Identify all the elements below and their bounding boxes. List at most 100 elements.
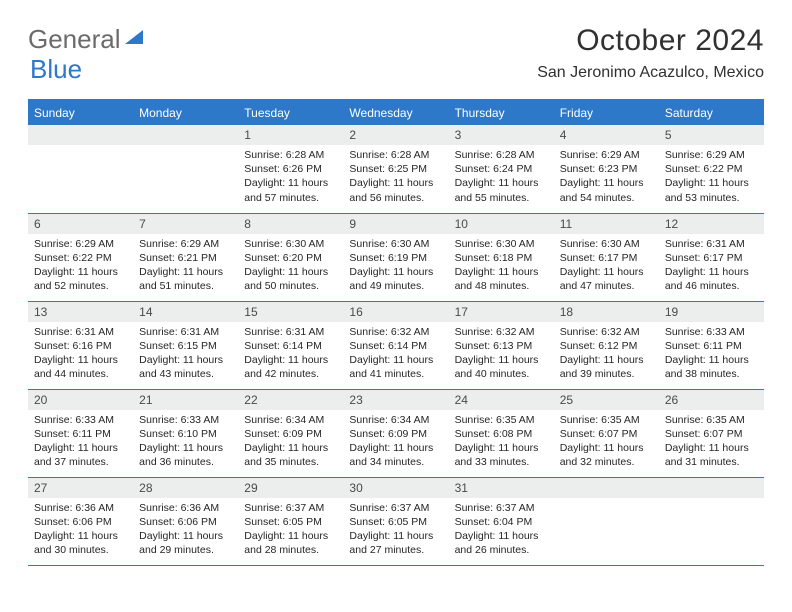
calendar-day-cell <box>554 477 659 565</box>
daylight-text: Daylight: 11 hours and 37 minutes. <box>34 441 127 469</box>
title-block: October 2024 San Jeronimo Acazulco, Mexi… <box>537 24 764 82</box>
day-number: 31 <box>449 478 554 498</box>
day-number: 9 <box>343 214 448 234</box>
sunset-text: Sunset: 6:16 PM <box>34 339 127 353</box>
sunset-text: Sunset: 6:11 PM <box>665 339 758 353</box>
sunset-text: Sunset: 6:22 PM <box>34 251 127 265</box>
sunrise-text: Sunrise: 6:31 AM <box>244 325 337 339</box>
daylight-text: Daylight: 11 hours and 53 minutes. <box>665 176 758 204</box>
calendar-day-cell: 15Sunrise: 6:31 AMSunset: 6:14 PMDayligh… <box>238 301 343 389</box>
sunrise-text: Sunrise: 6:37 AM <box>455 501 548 515</box>
day-number: 24 <box>449 390 554 410</box>
day-number: 2 <box>343 125 448 145</box>
calendar-week-row: 1Sunrise: 6:28 AMSunset: 6:26 PMDaylight… <box>28 125 764 213</box>
day-details: Sunrise: 6:29 AMSunset: 6:23 PMDaylight:… <box>554 145 659 211</box>
day-details: Sunrise: 6:28 AMSunset: 6:25 PMDaylight:… <box>343 145 448 211</box>
weekday-header: Wednesday <box>343 100 448 125</box>
calendar-day-cell <box>659 477 764 565</box>
sunset-text: Sunset: 6:25 PM <box>349 162 442 176</box>
day-number: 30 <box>343 478 448 498</box>
day-number: 26 <box>659 390 764 410</box>
day-details: Sunrise: 6:33 AMSunset: 6:11 PMDaylight:… <box>28 410 133 476</box>
sunrise-text: Sunrise: 6:30 AM <box>455 237 548 251</box>
day-details: Sunrise: 6:29 AMSunset: 6:21 PMDaylight:… <box>133 234 238 300</box>
day-details: Sunrise: 6:30 AMSunset: 6:19 PMDaylight:… <box>343 234 448 300</box>
sunrise-text: Sunrise: 6:35 AM <box>665 413 758 427</box>
sunrise-text: Sunrise: 6:29 AM <box>560 148 653 162</box>
day-number <box>659 478 764 498</box>
day-details: Sunrise: 6:31 AMSunset: 6:17 PMDaylight:… <box>659 234 764 300</box>
day-number: 8 <box>238 214 343 234</box>
daylight-text: Daylight: 11 hours and 50 minutes. <box>244 265 337 293</box>
sunset-text: Sunset: 6:09 PM <box>349 427 442 441</box>
daylight-text: Daylight: 11 hours and 43 minutes. <box>139 353 232 381</box>
day-details: Sunrise: 6:33 AMSunset: 6:11 PMDaylight:… <box>659 322 764 388</box>
daylight-text: Daylight: 11 hours and 49 minutes. <box>349 265 442 293</box>
sunrise-text: Sunrise: 6:30 AM <box>349 237 442 251</box>
calendar-week-row: 27Sunrise: 6:36 AMSunset: 6:06 PMDayligh… <box>28 477 764 565</box>
weekday-header: Tuesday <box>238 100 343 125</box>
daylight-text: Daylight: 11 hours and 30 minutes. <box>34 529 127 557</box>
sunrise-text: Sunrise: 6:35 AM <box>560 413 653 427</box>
calendar-day-cell: 4Sunrise: 6:29 AMSunset: 6:23 PMDaylight… <box>554 125 659 213</box>
sunset-text: Sunset: 6:20 PM <box>244 251 337 265</box>
daylight-text: Daylight: 11 hours and 38 minutes. <box>665 353 758 381</box>
day-details: Sunrise: 6:32 AMSunset: 6:12 PMDaylight:… <box>554 322 659 388</box>
calendar-day-cell: 27Sunrise: 6:36 AMSunset: 6:06 PMDayligh… <box>28 477 133 565</box>
daylight-text: Daylight: 11 hours and 29 minutes. <box>139 529 232 557</box>
daylight-text: Daylight: 11 hours and 31 minutes. <box>665 441 758 469</box>
weekday-header: Sunday <box>28 100 133 125</box>
logo-text-general: General <box>28 24 121 55</box>
day-number: 14 <box>133 302 238 322</box>
calendar-day-cell: 17Sunrise: 6:32 AMSunset: 6:13 PMDayligh… <box>449 301 554 389</box>
day-number: 28 <box>133 478 238 498</box>
day-details <box>133 145 238 154</box>
calendar-day-cell <box>28 125 133 213</box>
calendar-day-cell: 22Sunrise: 6:34 AMSunset: 6:09 PMDayligh… <box>238 389 343 477</box>
sunrise-text: Sunrise: 6:33 AM <box>665 325 758 339</box>
day-number: 19 <box>659 302 764 322</box>
daylight-text: Daylight: 11 hours and 51 minutes. <box>139 265 232 293</box>
daylight-text: Daylight: 11 hours and 35 minutes. <box>244 441 337 469</box>
day-number <box>28 125 133 145</box>
calendar-day-cell: 31Sunrise: 6:37 AMSunset: 6:04 PMDayligh… <box>449 477 554 565</box>
day-details: Sunrise: 6:37 AMSunset: 6:05 PMDaylight:… <box>238 498 343 564</box>
calendar-day-cell: 19Sunrise: 6:33 AMSunset: 6:11 PMDayligh… <box>659 301 764 389</box>
sunset-text: Sunset: 6:04 PM <box>455 515 548 529</box>
calendar-day-cell: 16Sunrise: 6:32 AMSunset: 6:14 PMDayligh… <box>343 301 448 389</box>
calendar-day-cell: 14Sunrise: 6:31 AMSunset: 6:15 PMDayligh… <box>133 301 238 389</box>
daylight-text: Daylight: 11 hours and 52 minutes. <box>34 265 127 293</box>
day-details: Sunrise: 6:36 AMSunset: 6:06 PMDaylight:… <box>133 498 238 564</box>
daylight-text: Daylight: 11 hours and 57 minutes. <box>244 176 337 204</box>
sunrise-text: Sunrise: 6:34 AM <box>244 413 337 427</box>
sunrise-text: Sunrise: 6:30 AM <box>244 237 337 251</box>
day-number: 16 <box>343 302 448 322</box>
weekday-header: Saturday <box>659 100 764 125</box>
sunset-text: Sunset: 6:09 PM <box>244 427 337 441</box>
day-number: 20 <box>28 390 133 410</box>
daylight-text: Daylight: 11 hours and 54 minutes. <box>560 176 653 204</box>
calendar-week-row: 13Sunrise: 6:31 AMSunset: 6:16 PMDayligh… <box>28 301 764 389</box>
day-details: Sunrise: 6:30 AMSunset: 6:17 PMDaylight:… <box>554 234 659 300</box>
daylight-text: Daylight: 11 hours and 46 minutes. <box>665 265 758 293</box>
calendar-day-cell: 26Sunrise: 6:35 AMSunset: 6:07 PMDayligh… <box>659 389 764 477</box>
month-title: October 2024 <box>537 24 764 58</box>
daylight-text: Daylight: 11 hours and 41 minutes. <box>349 353 442 381</box>
day-details: Sunrise: 6:30 AMSunset: 6:20 PMDaylight:… <box>238 234 343 300</box>
calendar-head: SundayMondayTuesdayWednesdayThursdayFrid… <box>28 100 764 125</box>
sunset-text: Sunset: 6:21 PM <box>139 251 232 265</box>
daylight-text: Daylight: 11 hours and 36 minutes. <box>139 441 232 469</box>
location-subtitle: San Jeronimo Acazulco, Mexico <box>537 64 764 82</box>
sunset-text: Sunset: 6:07 PM <box>560 427 653 441</box>
calendar-week-row: 20Sunrise: 6:33 AMSunset: 6:11 PMDayligh… <box>28 389 764 477</box>
sunset-text: Sunset: 6:14 PM <box>244 339 337 353</box>
daylight-text: Daylight: 11 hours and 28 minutes. <box>244 529 337 557</box>
weekday-row: SundayMondayTuesdayWednesdayThursdayFrid… <box>28 100 764 125</box>
sunset-text: Sunset: 6:14 PM <box>349 339 442 353</box>
day-details <box>28 145 133 154</box>
day-number: 15 <box>238 302 343 322</box>
day-details: Sunrise: 6:29 AMSunset: 6:22 PMDaylight:… <box>659 145 764 211</box>
calendar-day-cell: 6Sunrise: 6:29 AMSunset: 6:22 PMDaylight… <box>28 213 133 301</box>
day-details: Sunrise: 6:31 AMSunset: 6:16 PMDaylight:… <box>28 322 133 388</box>
sunrise-text: Sunrise: 6:28 AM <box>244 148 337 162</box>
